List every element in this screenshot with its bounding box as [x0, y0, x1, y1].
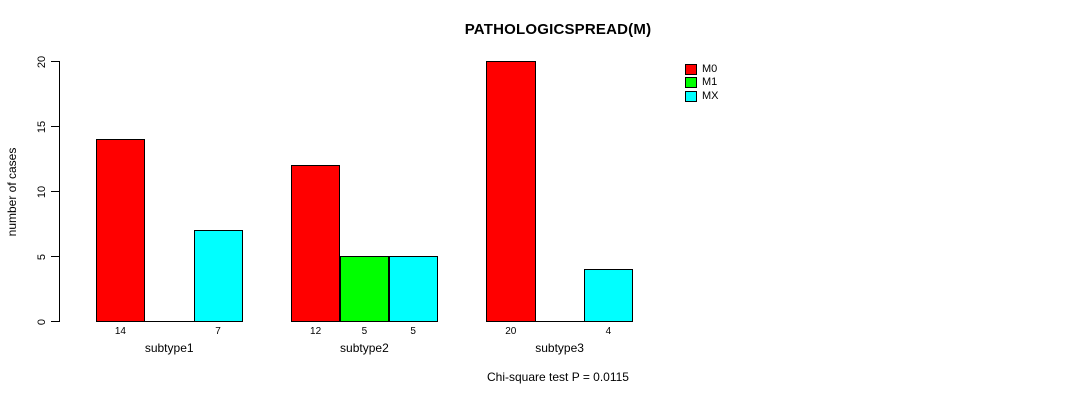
legend: M0 M1 MX [685, 63, 719, 103]
bar-M0-subtype3 [486, 61, 536, 322]
y-axis-tick [51, 321, 59, 322]
bar-MX-subtype2 [388, 256, 439, 322]
y-axis-label: number of cases [5, 147, 19, 237]
bar-MX-subtype3 [584, 269, 634, 322]
bar-value-label: 7 [215, 326, 221, 337]
y-axis-tick-label: 10 [36, 185, 48, 198]
x-axis-category-label: subtype2 [340, 341, 389, 355]
bar-value-label: 20 [505, 326, 517, 337]
legend-color-swatch-MX [685, 90, 697, 102]
bar-value-label: 14 [114, 326, 126, 337]
y-axis-line [59, 61, 60, 322]
legend-entry-M0: M0 [685, 63, 719, 76]
legend-entry-M1: M1 [685, 76, 719, 89]
bar-M0-subtype2 [291, 165, 341, 322]
y-axis-tick [51, 61, 59, 62]
legend-label: M1 [702, 76, 718, 89]
chart-title: PATHOLOGICSPREAD(M) [464, 21, 652, 38]
annotation-chi-square-test: Chi-square test P = 0.0115 [487, 370, 629, 384]
y-axis-tick-label: 20 [36, 55, 48, 68]
bar-MX-subtype1 [193, 230, 243, 322]
legend-label: MX [702, 89, 719, 102]
y-axis-tick [51, 256, 59, 257]
bar-M0-subtype1 [96, 139, 146, 322]
legend-label: M0 [702, 63, 718, 76]
group-baseline [486, 321, 634, 322]
bar-value-label: 5 [410, 326, 416, 337]
group-baseline [96, 321, 243, 322]
y-axis-tick-label: 5 [36, 253, 48, 260]
legend-color-swatch-M0 [685, 64, 697, 76]
bar-value-label: 4 [605, 326, 612, 337]
bar-value-label: 5 [361, 326, 368, 337]
bar-M1-subtype2 [340, 256, 390, 322]
x-axis-category-label: subtype3 [535, 341, 584, 355]
bar-value-label: 12 [310, 326, 322, 337]
y-axis-tick [51, 126, 59, 127]
x-axis-category-label: subtype1 [144, 341, 194, 355]
legend-entry-MX: MX [685, 90, 719, 103]
y-axis-tick-label: 0 [36, 318, 48, 325]
y-axis-tick-label: 15 [36, 120, 48, 133]
y-axis-tick [51, 191, 59, 192]
legend-color-swatch-M1 [685, 77, 697, 89]
